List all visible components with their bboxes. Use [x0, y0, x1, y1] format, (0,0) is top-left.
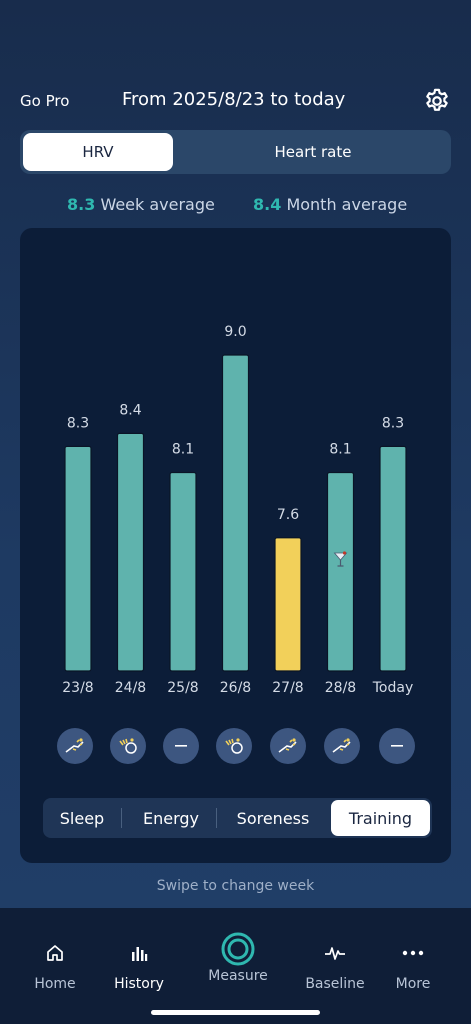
tab-sleep[interactable]: Sleep: [59, 808, 105, 828]
nav-more[interactable]: More: [373, 938, 453, 992]
pulse-icon: [325, 947, 345, 960]
x-tick-label: 24/8: [115, 680, 146, 696]
tab-training[interactable]: Training: [331, 800, 430, 836]
bar-28/8[interactable]: [326, 471, 355, 672]
x-tick-label: 23/8: [62, 680, 93, 696]
swipe-hint: Swipe to change week: [156, 878, 315, 894]
home-indicator: [151, 1010, 320, 1015]
averages-row: 8.3 Week average 8.4 Month average: [0, 195, 471, 217]
day-icon-27-8[interactable]: [270, 728, 306, 764]
nav-home[interactable]: Home: [15, 938, 95, 992]
dash-icon: [391, 745, 403, 747]
bar-value-label: 8.1: [172, 442, 194, 458]
x-tick-label: 27/8: [272, 680, 303, 696]
day-icon-25-8[interactable]: [163, 728, 199, 764]
x-tick-label: Today: [372, 680, 414, 696]
week-average: 8.3 Week average: [67, 195, 215, 214]
week-average-value: 8.3: [67, 195, 96, 214]
heart-rate-tab[interactable]: Heart rate: [274, 143, 352, 161]
day-icon-23-8[interactable]: [57, 728, 93, 764]
hrv-bar-chart: 8.3 23/8 8.4 24/8 8.1 25/8 9.0 26/8 7.6 27/8 8.1 28…: [62, 324, 414, 696]
nav-more-label: More: [395, 976, 431, 992]
bar-value-label: 8.1: [329, 442, 351, 458]
go-pro-link[interactable]: Go Pro: [20, 92, 70, 110]
bar-value-label: 8.3: [382, 415, 404, 431]
tab-divider: [216, 808, 217, 828]
week-average-label: Week average: [100, 195, 215, 214]
home-icon: [47, 945, 63, 961]
tab-divider: [121, 808, 122, 828]
nav-home-label: Home: [34, 976, 76, 992]
x-tick-label: 26/8: [220, 680, 251, 696]
tab-soreness[interactable]: Soreness: [236, 808, 310, 828]
bar-23/8[interactable]: [64, 445, 92, 672]
bar-Today[interactable]: [379, 445, 407, 672]
bar-value-label: 7.6: [277, 507, 299, 523]
cycling-icon: [119, 738, 137, 754]
training-icon: [278, 738, 297, 753]
more-dots-icon: [402, 950, 424, 956]
dash-icon: [175, 745, 187, 747]
day-icon-today[interactable]: [379, 728, 415, 764]
bar-value-label: 8.4: [119, 402, 141, 418]
bar-chart-icon: [132, 947, 148, 961]
day-icon-24-8[interactable]: [110, 728, 146, 764]
nav-baseline-label: Baseline: [305, 976, 365, 992]
training-icon: [65, 738, 84, 753]
header: Go Pro From 2025/8/23 to today: [0, 84, 471, 120]
nav-history-label: History: [114, 976, 164, 992]
tab-energy[interactable]: Energy: [142, 808, 199, 828]
cycling-icon: [225, 738, 243, 754]
bottom-nav: Home History Measure Baseline: [0, 908, 471, 1024]
hrv-chart-card: 8.3 23/8 8.4 24/8 8.1 25/8 9.0 26/8 7.6 27/8 8.1 28…: [20, 228, 451, 863]
measure-ring-icon: [221, 932, 255, 966]
bar-27/8[interactable]: [274, 537, 302, 672]
gear-icon[interactable]: [423, 87, 451, 115]
bar-24/8[interactable]: [116, 432, 145, 672]
nav-baseline[interactable]: Baseline: [295, 938, 375, 992]
day-icon-26-8[interactable]: [216, 728, 252, 764]
cocktail-icon: [333, 551, 348, 567]
nav-measure-label: Measure: [208, 968, 268, 984]
month-average-value: 8.4: [253, 195, 282, 214]
month-average-label: Month average: [286, 195, 408, 214]
hrv-tab[interactable]: HRV: [23, 133, 173, 171]
nav-history[interactable]: History: [99, 938, 179, 992]
month-average: 8.4 Month average: [253, 195, 407, 214]
x-tick-label: 25/8: [167, 680, 198, 696]
day-icon-28-8[interactable]: [324, 728, 360, 764]
date-range-title: From 2025/8/23 to today: [122, 89, 346, 110]
training-icon: [332, 738, 351, 753]
x-tick-label: 28/8: [325, 680, 356, 696]
bar-25/8[interactable]: [169, 471, 197, 672]
metric-toggle: HRV Heart rate: [20, 130, 451, 174]
bar-value-label: 8.3: [67, 415, 89, 431]
bar-26/8[interactable]: [221, 354, 250, 672]
category-tabs: Sleep Energy Soreness Training: [43, 798, 432, 838]
nav-measure[interactable]: Measure: [198, 932, 278, 984]
bar-value-label: 9.0: [224, 324, 246, 340]
